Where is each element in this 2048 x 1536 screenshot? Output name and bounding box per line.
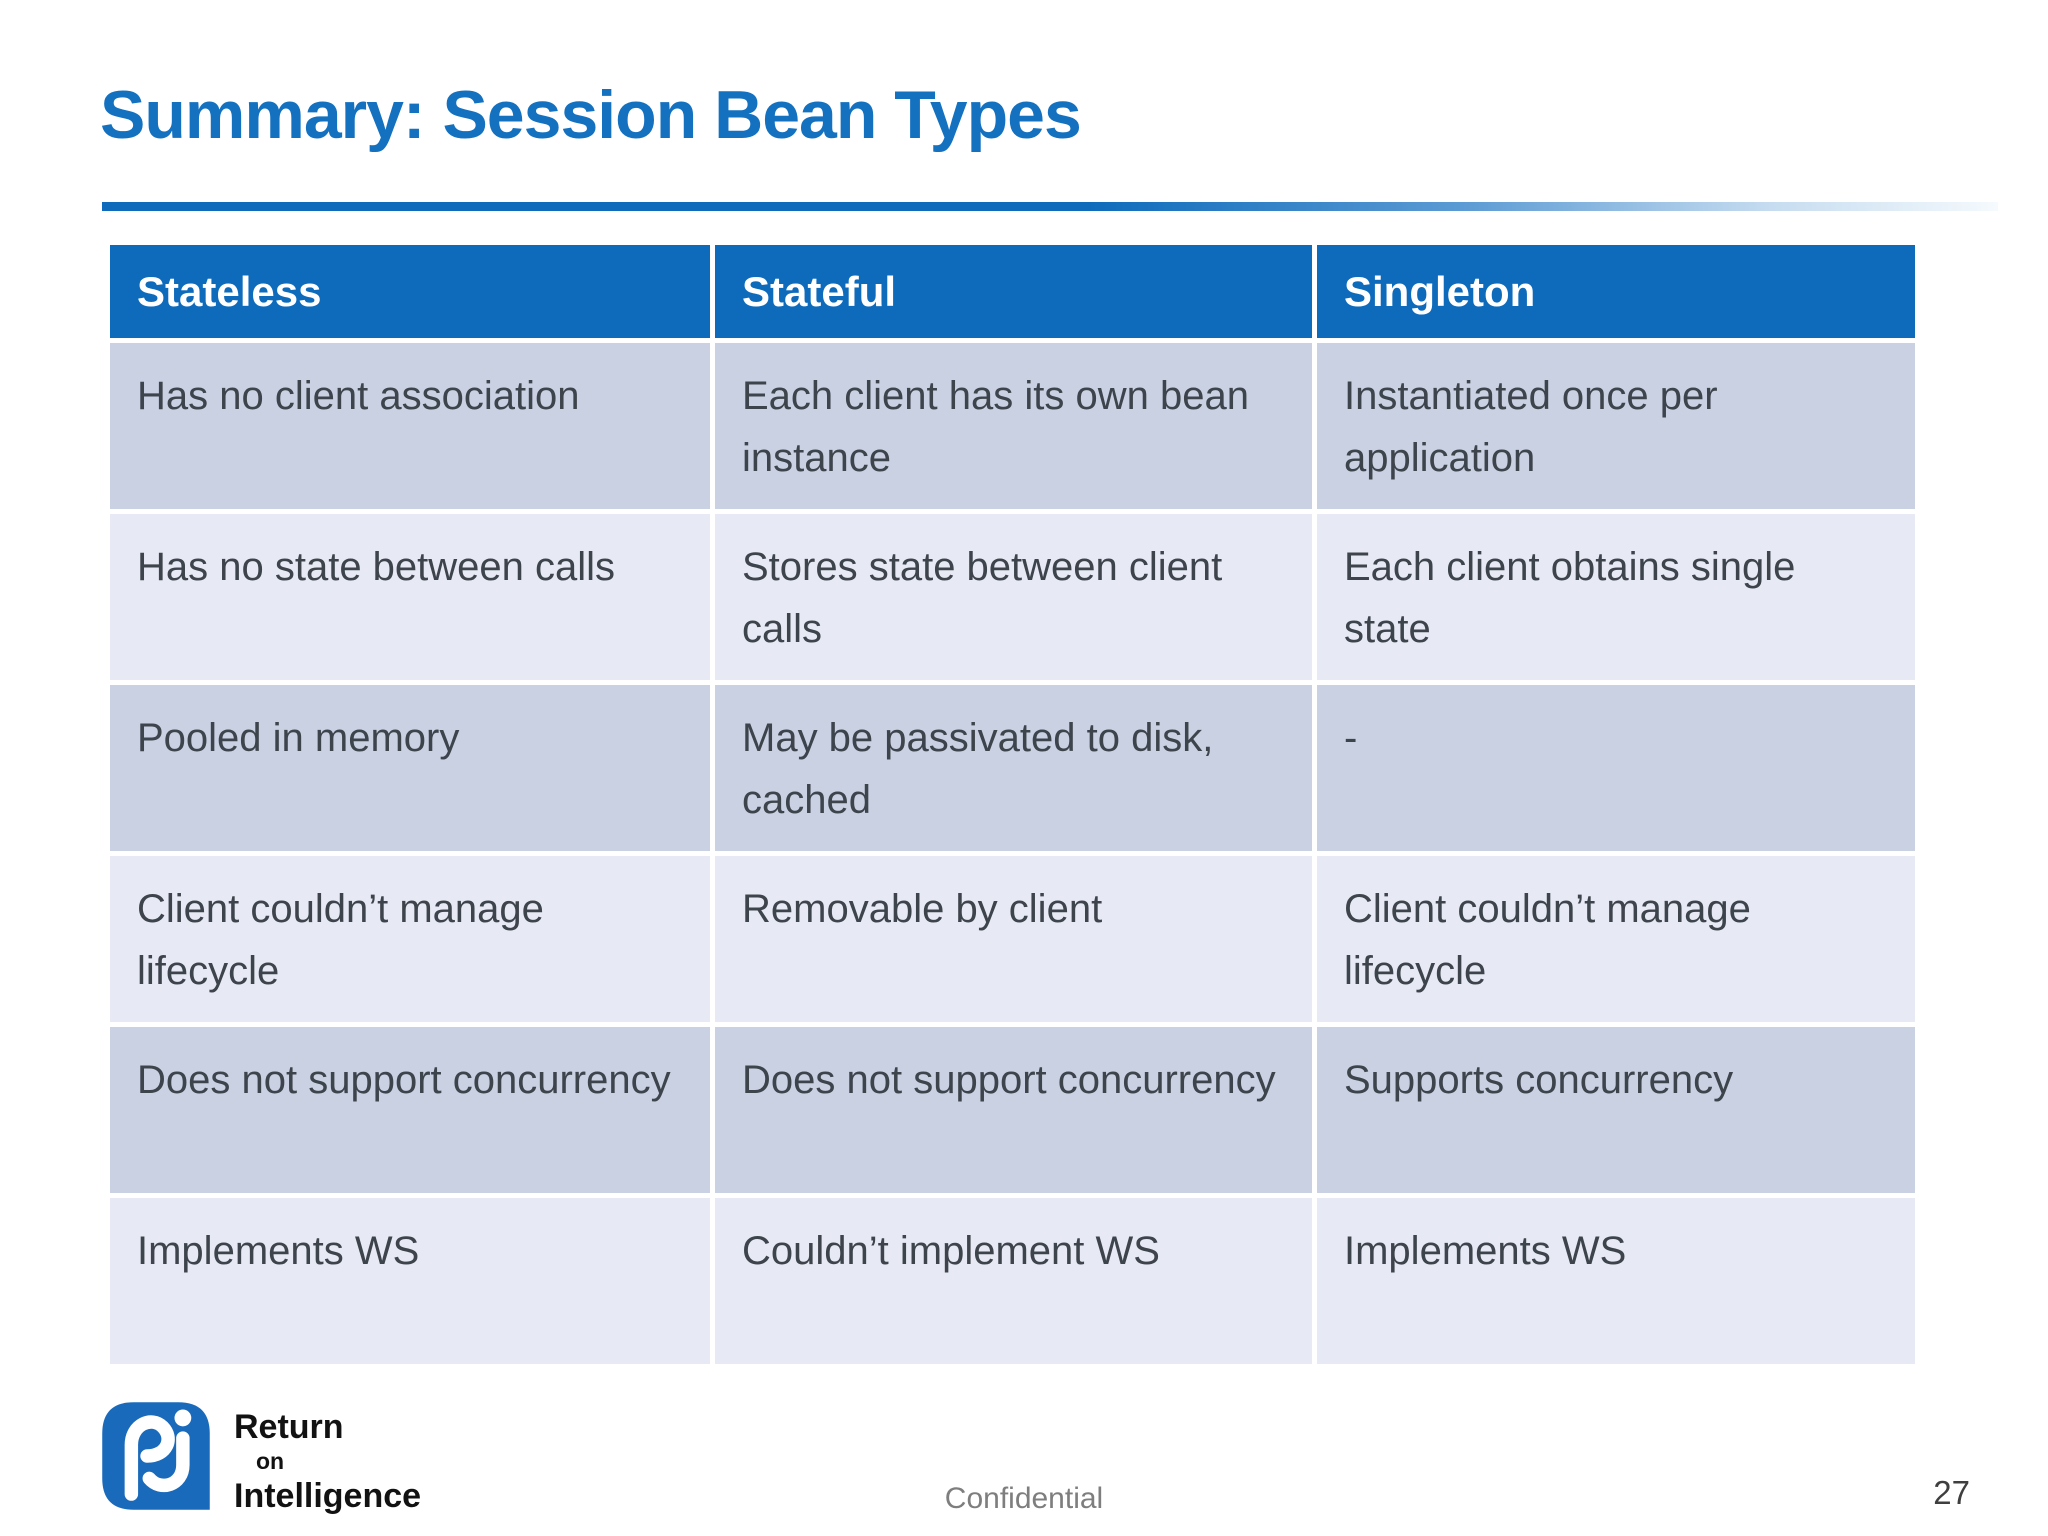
table-row: Implements WS Couldn’t implement WS Implem… (110, 1198, 1915, 1364)
session-bean-table: Stateless Stateful Singleton Has no client… (110, 245, 1915, 1369)
table-cell: Implements WS (110, 1198, 710, 1364)
table-cell: Has no state between calls (110, 514, 710, 680)
table-cell: Client couldn’t manage lifecycle (110, 856, 710, 1022)
table-cell: Removable by client (715, 856, 1312, 1022)
table-row: Has no client association Each client has… (110, 343, 1915, 509)
table-row: Has no state between calls Stores state b… (110, 514, 1915, 680)
confidential-label: Confidential (944, 1482, 1104, 1515)
table-cell: Implements WS (1317, 1198, 1915, 1364)
table-cell: Client couldn’t manage lifecycle (1317, 856, 1915, 1022)
table-row: Does not support concurrency Does not sup… (110, 1027, 1915, 1193)
table-cell: Instantiated once per application (1317, 343, 1915, 509)
title-underline (102, 202, 1998, 211)
table-cell: Has no client association (110, 343, 710, 509)
table-row: Client couldn’t manage lifecycle Removabl… (110, 856, 1915, 1022)
table-row: Pooled in memory May be passivated to dis… (110, 685, 1915, 851)
logo-wordmark: Return on Intelligence (234, 1410, 421, 1513)
slide-title: Summary: Session Bean Types (100, 77, 1082, 153)
table-cell: Each client obtains single state (1317, 514, 1915, 680)
table-header-row: Stateless Stateful Singleton (110, 245, 1915, 338)
header-cell-stateless: Stateless (110, 245, 710, 338)
header-cell-stateful: Stateful (715, 245, 1312, 338)
logo-word-return: Return (234, 1408, 344, 1446)
table-cell: Stores state between client calls (715, 514, 1312, 680)
table-body: Has no client association Each client has… (110, 343, 1915, 1364)
company-logo: Return on Intelligence (100, 1400, 421, 1513)
table-cell: Supports concurrency (1317, 1027, 1915, 1193)
page-number: 27 (1933, 1474, 1970, 1511)
table-cell: - (1317, 685, 1915, 851)
header-cell-singleton: Singleton (1317, 245, 1915, 338)
table-cell: Does not support concurrency (715, 1027, 1312, 1193)
table-cell: Couldn’t implement WS (715, 1198, 1312, 1364)
table-cell: May be passivated to disk, cached (715, 685, 1312, 851)
logo-word-intelligence: Intelligence (234, 1477, 422, 1515)
table-cell: Each client has its own bean instance (715, 343, 1312, 509)
table-cell: Does not support concurrency (110, 1027, 710, 1193)
logo-word-on: on (256, 1448, 285, 1474)
return-on-intelligence-icon (102, 1402, 210, 1510)
table-cell: Pooled in memory (110, 685, 710, 851)
